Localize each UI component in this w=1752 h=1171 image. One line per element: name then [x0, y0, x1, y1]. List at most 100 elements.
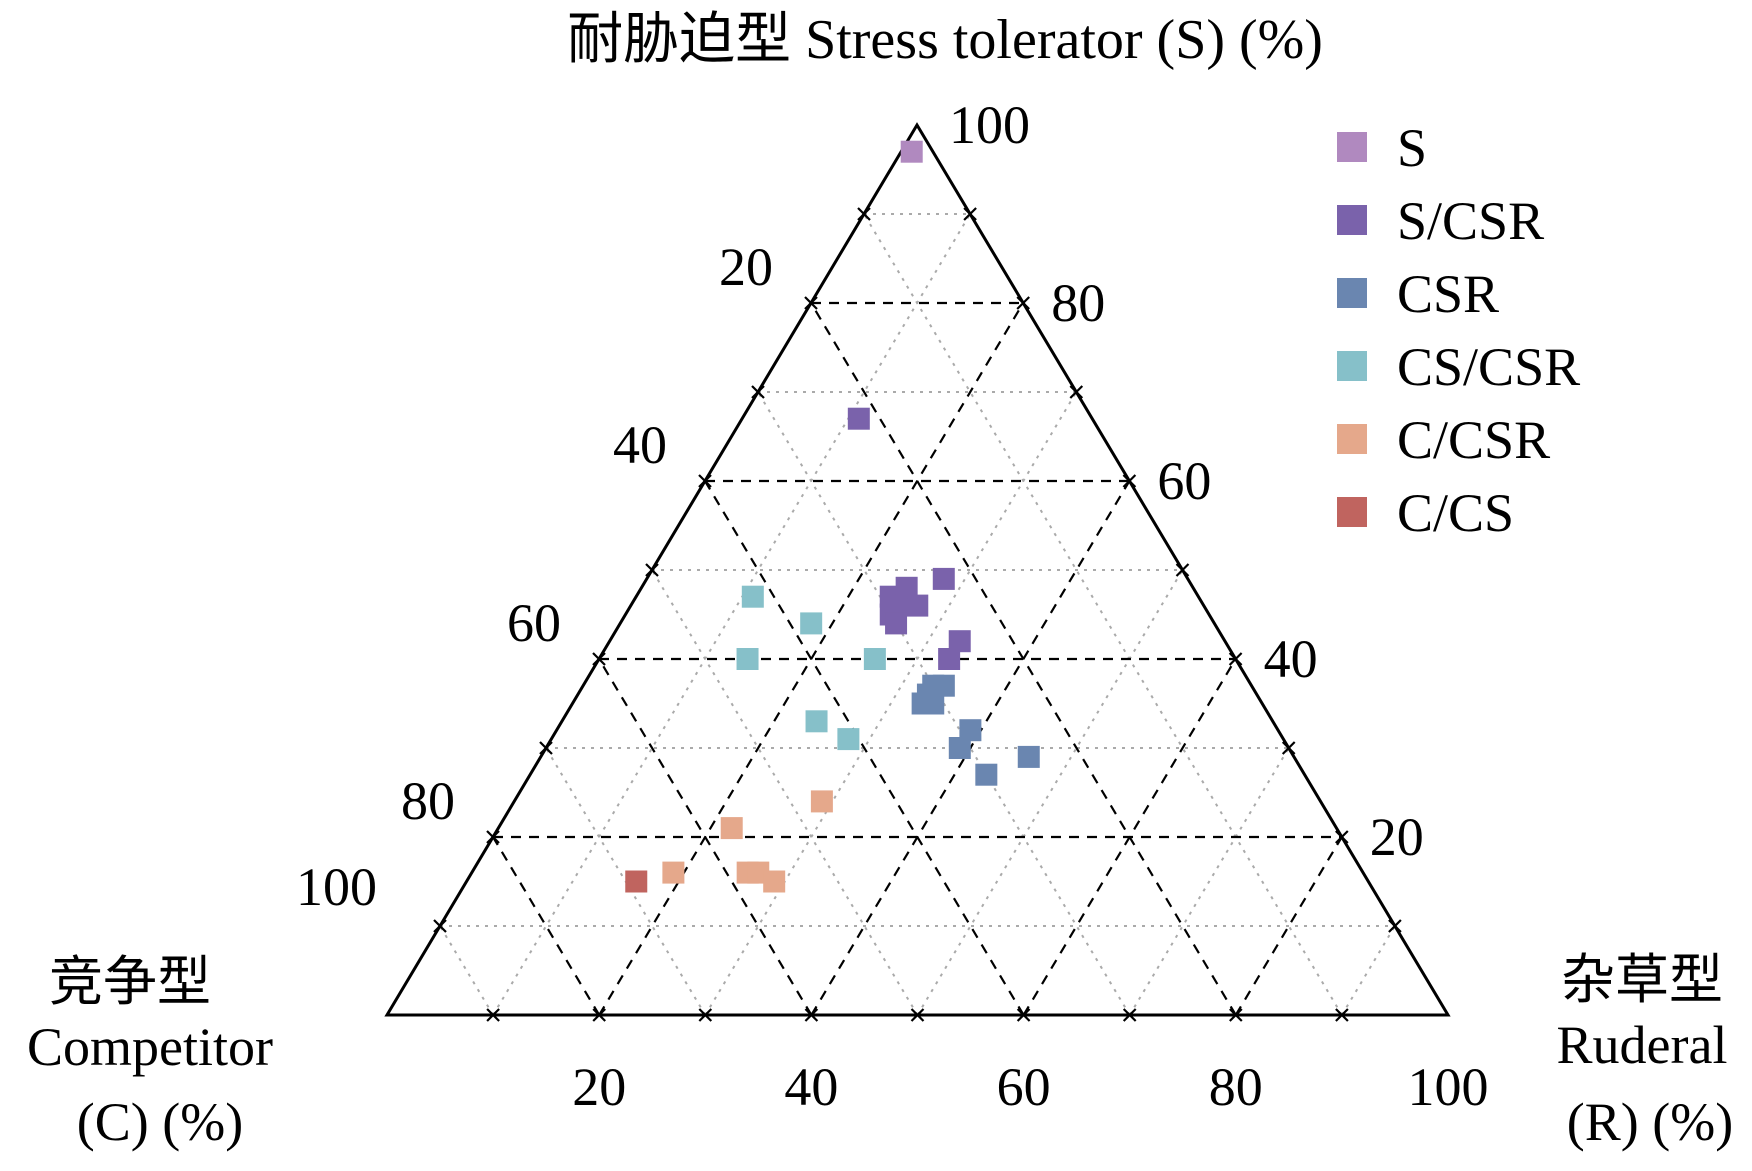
point-s-csr-8 [885, 612, 908, 635]
grid-line-c-10 [863, 213, 1343, 1016]
legend-swatch-cs-csr [1337, 351, 1367, 381]
point-s-csr-10 [938, 648, 961, 670]
grid-line-r-30 [704, 391, 1078, 1016]
grid-line-c-90 [439, 925, 494, 1016]
tick-left-2 [486, 830, 500, 844]
tick-right-7 [1069, 385, 1084, 399]
tick-label-c-80: 80 [401, 771, 455, 831]
point-c-csr-3 [662, 861, 685, 884]
point-cs-csr-6 [837, 728, 860, 751]
r-axis-title-unit: (R) (%) [1567, 1092, 1733, 1152]
grid-line-r-90 [1341, 925, 1396, 1016]
legend-label-s-csr: S/CSR [1397, 191, 1544, 251]
point-csr-5 [922, 692, 945, 715]
tick-right-2 [1335, 830, 1349, 844]
point-csr-6 [959, 719, 982, 742]
triangle-frame [384, 122, 1451, 1017]
tick-left-9 [857, 207, 871, 221]
legend-swatch-c-cs [1337, 497, 1367, 527]
point-cs-csr-1 [741, 585, 764, 608]
point-cs-csr-4 [863, 648, 886, 670]
tick-bottom-1 [486, 1008, 500, 1022]
tick-left-5 [645, 563, 659, 577]
legend-label-s: S [1397, 118, 1427, 178]
tick-right-9 [963, 207, 977, 221]
point-csr-8 [1017, 745, 1040, 768]
tick-left-4 [592, 652, 606, 666]
tick-labels: 20 40 60 80 100 80 60 40 20 100 20 40 60 80 100 [296, 95, 1489, 1117]
legend-swatch-s [1337, 132, 1367, 162]
point-s-1 [900, 140, 923, 163]
grid-line-c-60 [598, 658, 813, 1016]
grid-line-c-40 [704, 480, 1025, 1016]
point-csr-7 [948, 737, 971, 759]
grid-line-r-60 [1022, 658, 1237, 1016]
grid-line-r-70 [1128, 747, 1290, 1016]
legend: S S/CSR CSR CS/CSR C/CSR C/CS [1337, 118, 1580, 543]
tick-label-c-100: 100 [296, 857, 377, 917]
tick-label-s-40: 40 [1264, 629, 1318, 689]
tick-right-8 [1016, 296, 1030, 310]
tick-left-6 [698, 474, 712, 488]
tick-label-r-40: 40 [784, 1057, 838, 1117]
tick-label-c-20: 20 [719, 237, 773, 297]
top-axis-title-cn: 耐胁迫型 [567, 9, 791, 71]
tick-left-7 [751, 385, 765, 399]
tick-left-8 [804, 296, 818, 310]
tick-right-1 [1388, 919, 1402, 933]
r-axis-title-cn: 杂草型 [1561, 948, 1723, 1011]
tick-bottom-4 [804, 1008, 819, 1022]
point-c-csr-1 [810, 790, 833, 813]
point-c-csr-2 [720, 817, 743, 840]
point-s-csr-1 [847, 407, 870, 430]
legend-label-c-cs: C/CS [1397, 483, 1514, 543]
grid-line-c-80 [492, 836, 601, 1016]
legend-label-cs-csr: CS/CSR [1397, 337, 1580, 397]
tick-left-1 [433, 919, 447, 933]
tick-label-r-80: 80 [1209, 1057, 1263, 1117]
legend-swatch-s-csr [1337, 205, 1367, 235]
grid-line-r-10 [492, 213, 971, 1016]
top-axis-title: 耐胁迫型 Stress tolerator (S) (%) [567, 9, 1323, 71]
c-axis-title-cn: 竞争型 [49, 950, 211, 1013]
point-s-csr-2 [932, 567, 955, 590]
tick-right-3 [1281, 741, 1296, 755]
tick-bottom-2 [592, 1008, 606, 1022]
tick-right-4 [1228, 652, 1243, 666]
point-cs-csr-2 [800, 612, 823, 635]
tick-bottom-6 [1016, 1008, 1031, 1022]
point-s-csr-4 [906, 594, 929, 617]
point-csr-9 [975, 763, 998, 786]
point-c-cs-1 [625, 870, 648, 893]
legend-label-csr: CSR [1397, 264, 1499, 324]
grid-line-c-50 [651, 569, 919, 1016]
tick-bottom-3 [698, 1008, 713, 1022]
point-s-csr-5 [895, 576, 918, 599]
c-axis-title-unit: (C) (%) [77, 1092, 243, 1152]
tick-bottom-8 [1229, 1008, 1243, 1022]
tick-bottom-7 [1122, 1008, 1137, 1022]
point-s-csr-9 [948, 630, 971, 653]
point-cs-csr-3 [736, 648, 759, 670]
tick-marks [433, 207, 1402, 1022]
c-axis-title-en: Competitor [27, 1017, 273, 1077]
r-axis-title-en: Ruderal [1557, 1015, 1728, 1075]
triangle-outline [384, 122, 1451, 1017]
tick-label-r-60: 60 [997, 1057, 1051, 1117]
legend-swatch-c-csr [1337, 424, 1367, 454]
tick-label-c-40: 40 [613, 415, 667, 475]
tick-label-s-80: 80 [1051, 273, 1105, 333]
tick-label-s-100: 100 [949, 95, 1030, 155]
tick-left-3 [539, 741, 553, 755]
legend-swatch-csr [1337, 278, 1367, 308]
tick-bottom-5 [910, 1008, 925, 1022]
tick-label-s-20: 20 [1370, 807, 1424, 867]
tick-label-c-60: 60 [507, 593, 561, 653]
tick-label-s-60: 60 [1157, 451, 1211, 511]
legend-label-c-csr: C/CSR [1397, 410, 1550, 470]
tick-right-5 [1175, 563, 1190, 577]
tick-label-r-20: 20 [572, 1057, 626, 1117]
tick-label-r-100: 100 [1408, 1057, 1489, 1117]
